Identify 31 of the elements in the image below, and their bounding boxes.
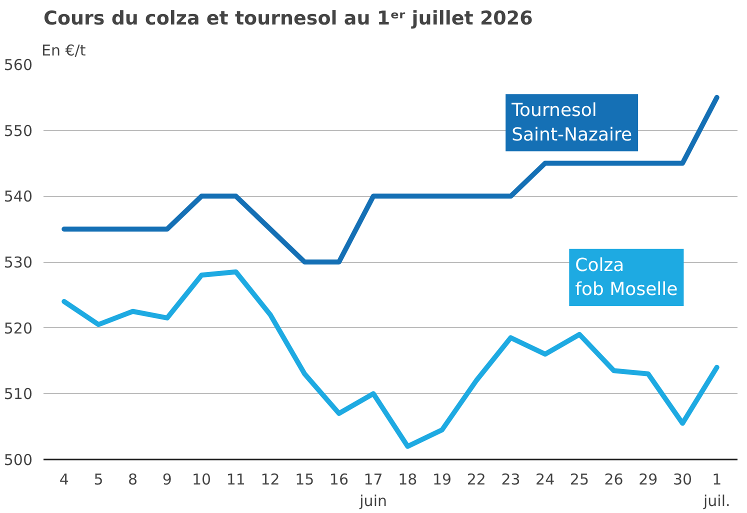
y-tick-label: 500 xyxy=(4,451,33,469)
x-tick-label: 16 xyxy=(329,470,349,488)
y-axis-title: En €/t xyxy=(42,42,86,60)
x-tick-label: 17 juin xyxy=(358,470,388,510)
x-tick-label: 4 xyxy=(59,470,69,488)
x-tick-label: 8 xyxy=(128,470,138,488)
y-tick-label: 560 xyxy=(4,56,33,74)
x-tick-label: 18 xyxy=(398,470,418,488)
x-tick-label: 12 xyxy=(260,470,280,488)
y-tick-label: 520 xyxy=(4,319,33,338)
x-tick-label: 5 xyxy=(94,470,104,488)
x-tick-label: 24 xyxy=(536,470,555,488)
x-tick-label: 1 juil. xyxy=(702,470,730,510)
x-tick-label: 15 xyxy=(295,470,314,488)
x-tick-label: 10 xyxy=(192,470,212,488)
x-tick-label: 22 xyxy=(466,470,486,488)
x-tick-label: 26 xyxy=(604,470,624,488)
chart-title: Cours du colza et tournesol au 1ᵉʳ juillet 2026 xyxy=(44,8,533,30)
x-tick-label: 9 xyxy=(162,470,172,488)
series-label: Colza fob Moselle xyxy=(575,254,678,300)
y-tick-label: 510 xyxy=(4,385,33,404)
x-tick-label: 23 xyxy=(501,470,520,488)
x-tick-label: 25 xyxy=(570,470,590,488)
y-tick-label: 540 xyxy=(4,188,33,206)
y-tick-label: 530 xyxy=(4,254,33,272)
y-tick-label: 550 xyxy=(4,122,33,140)
x-tick-label: 29 xyxy=(638,470,658,488)
x-tick-label: 30 xyxy=(672,470,692,488)
x-tick-label: 11 xyxy=(226,470,246,488)
series-label: Tournesol Saint-Nazaire xyxy=(510,100,632,146)
x-tick-label: 19 xyxy=(432,470,452,488)
